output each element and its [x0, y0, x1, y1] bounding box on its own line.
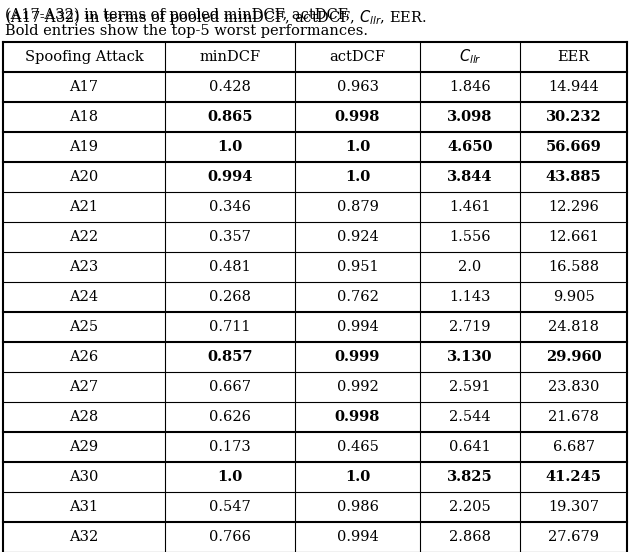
Text: 0.346: 0.346 — [209, 200, 251, 214]
Text: 3.098: 3.098 — [447, 110, 493, 124]
Text: 14.944: 14.944 — [548, 80, 599, 94]
Text: 3.825: 3.825 — [447, 470, 493, 484]
Text: 2.205: 2.205 — [449, 500, 491, 514]
Text: 6.687: 6.687 — [553, 440, 595, 454]
Text: EER: EER — [558, 50, 590, 64]
Text: Bold entries show the top-5 worst performances.: Bold entries show the top-5 worst perfor… — [5, 24, 368, 38]
Text: 0.547: 0.547 — [209, 500, 251, 514]
Text: 12.296: 12.296 — [548, 200, 599, 214]
Text: 12.661: 12.661 — [548, 230, 599, 244]
Text: 0.999: 0.999 — [335, 350, 380, 364]
Text: A29: A29 — [69, 440, 98, 454]
Text: 1.143: 1.143 — [449, 290, 491, 304]
Text: 9.905: 9.905 — [553, 290, 594, 304]
Text: 0.992: 0.992 — [336, 380, 379, 394]
Text: A22: A22 — [69, 230, 98, 244]
Text: 1.0: 1.0 — [345, 140, 370, 154]
Text: 0.998: 0.998 — [335, 110, 380, 124]
Text: 0.994: 0.994 — [336, 530, 379, 544]
Text: 2.544: 2.544 — [449, 410, 491, 424]
Text: A25: A25 — [69, 320, 98, 334]
Text: 0.465: 0.465 — [336, 440, 379, 454]
Text: 0.963: 0.963 — [336, 80, 379, 94]
Text: 0.986: 0.986 — [336, 500, 379, 514]
Text: A23: A23 — [69, 260, 99, 274]
Text: 21.678: 21.678 — [548, 410, 599, 424]
Text: 0.924: 0.924 — [336, 230, 379, 244]
Text: A27: A27 — [69, 380, 98, 394]
Text: 41.245: 41.245 — [546, 470, 602, 484]
Text: 2.591: 2.591 — [449, 380, 491, 394]
Text: 0.641: 0.641 — [449, 440, 491, 454]
Text: 1.0: 1.0 — [345, 470, 370, 484]
Text: 24.818: 24.818 — [548, 320, 599, 334]
Text: 0.998: 0.998 — [335, 410, 380, 424]
Text: Spoofing Attack: Spoofing Attack — [25, 50, 144, 64]
Text: 2.868: 2.868 — [449, 530, 491, 544]
Text: 1.556: 1.556 — [449, 230, 491, 244]
Text: minDCF: minDCF — [200, 50, 261, 64]
Text: 0.994: 0.994 — [336, 320, 379, 334]
Text: 0.428: 0.428 — [209, 80, 251, 94]
Text: 16.588: 16.588 — [548, 260, 599, 274]
Text: 3.130: 3.130 — [447, 350, 493, 364]
Text: A28: A28 — [69, 410, 99, 424]
Text: 0.994: 0.994 — [207, 170, 253, 184]
Text: 2.0: 2.0 — [459, 260, 481, 274]
Text: 30.232: 30.232 — [546, 110, 602, 124]
Text: 0.711: 0.711 — [209, 320, 251, 334]
Text: 1.0: 1.0 — [217, 470, 243, 484]
Text: 0.268: 0.268 — [209, 290, 251, 304]
Text: 4.650: 4.650 — [447, 140, 493, 154]
Text: 23.830: 23.830 — [548, 380, 599, 394]
Text: A24: A24 — [69, 290, 98, 304]
Text: 1.0: 1.0 — [345, 170, 370, 184]
Text: 27.679: 27.679 — [548, 530, 599, 544]
Text: (A17-A32) in terms of pooled minDCF, actDCF,: (A17-A32) in terms of pooled minDCF, act… — [5, 8, 355, 23]
Text: 0.865: 0.865 — [207, 110, 253, 124]
Text: 0.357: 0.357 — [209, 230, 251, 244]
Text: A26: A26 — [69, 350, 99, 364]
Text: 0.481: 0.481 — [209, 260, 251, 274]
Text: 1.846: 1.846 — [449, 80, 491, 94]
Text: $C_{llr}$: $C_{llr}$ — [459, 47, 481, 66]
Text: 0.626: 0.626 — [209, 410, 251, 424]
Text: A32: A32 — [69, 530, 99, 544]
Text: 19.307: 19.307 — [548, 500, 599, 514]
Text: 1.0: 1.0 — [217, 140, 243, 154]
Text: 0.766: 0.766 — [209, 530, 251, 544]
Text: A21: A21 — [69, 200, 98, 214]
Text: 0.857: 0.857 — [207, 350, 253, 364]
Text: A30: A30 — [69, 470, 99, 484]
Text: 0.667: 0.667 — [209, 380, 251, 394]
Text: 0.173: 0.173 — [209, 440, 251, 454]
Text: actDCF: actDCF — [329, 50, 386, 64]
Text: (A17-A32) in terms of pooled minDCF, actDCF, $C_{llr}$, EER.: (A17-A32) in terms of pooled minDCF, act… — [5, 8, 427, 27]
Text: A31: A31 — [69, 500, 98, 514]
Text: A18: A18 — [69, 110, 98, 124]
Text: A17: A17 — [69, 80, 98, 94]
Text: 3.844: 3.844 — [447, 170, 493, 184]
Text: 56.669: 56.669 — [546, 140, 602, 154]
Text: 1.461: 1.461 — [449, 200, 491, 214]
Text: 0.879: 0.879 — [336, 200, 379, 214]
Text: 0.951: 0.951 — [336, 260, 378, 274]
Text: A19: A19 — [69, 140, 98, 154]
Text: 0.762: 0.762 — [336, 290, 379, 304]
Text: A20: A20 — [69, 170, 99, 184]
Text: 29.960: 29.960 — [546, 350, 601, 364]
Text: 2.719: 2.719 — [449, 320, 491, 334]
Text: 43.885: 43.885 — [546, 170, 602, 184]
